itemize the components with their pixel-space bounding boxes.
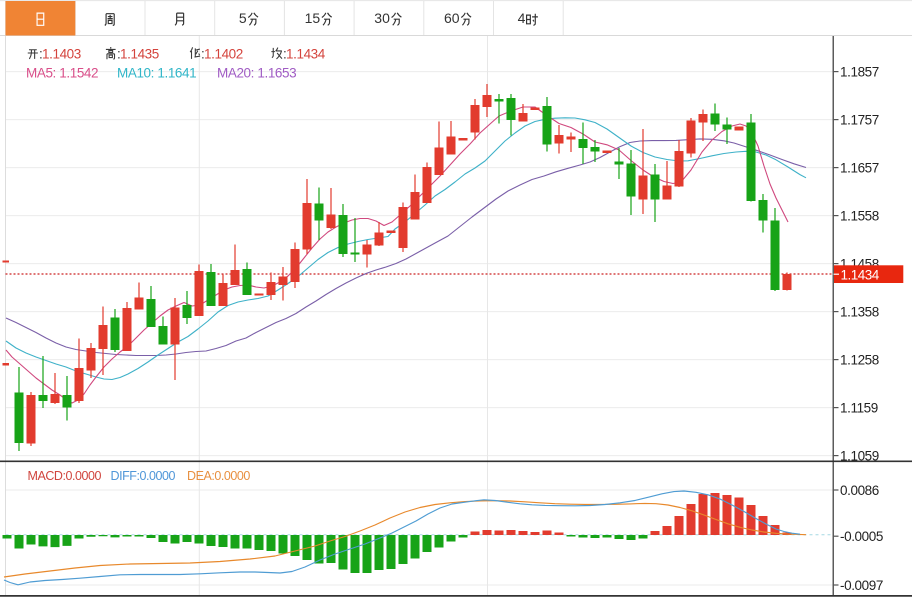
svg-text:1.1358: 1.1358 [840, 304, 879, 319]
svg-text:1.1402: 1.1402 [204, 46, 243, 61]
svg-text:MA10: 1.1641: MA10: 1.1641 [117, 65, 196, 80]
svg-text:4: 4 [518, 10, 526, 26]
svg-text::: : [283, 46, 286, 61]
svg-text:30: 30 [374, 10, 390, 26]
svg-text:MACD:0.0000: MACD:0.0000 [28, 469, 102, 483]
svg-text::: : [39, 46, 42, 61]
svg-text:1.1558: 1.1558 [840, 208, 879, 223]
svg-text:MA20: 1.1653: MA20: 1.1653 [217, 65, 296, 80]
svg-text:DEA:0.0000: DEA:0.0000 [187, 469, 250, 483]
svg-text:1.1657: 1.1657 [840, 160, 879, 175]
svg-text:1.1435: 1.1435 [120, 46, 159, 61]
svg-text:15: 15 [305, 10, 321, 26]
svg-text:1.1857: 1.1857 [840, 64, 879, 79]
svg-text:1.1059: 1.1059 [840, 448, 879, 463]
svg-text:1.1434: 1.1434 [841, 267, 880, 282]
svg-text:-0.0005: -0.0005 [840, 529, 883, 544]
svg-text:1.1258: 1.1258 [840, 352, 879, 367]
svg-text:-0.0097: -0.0097 [840, 578, 883, 593]
svg-text:MA5: 1.1542: MA5: 1.1542 [26, 65, 98, 80]
svg-text:1.1403: 1.1403 [42, 46, 81, 61]
svg-text::: : [201, 46, 204, 61]
svg-text:1.1757: 1.1757 [840, 112, 879, 127]
svg-text:0.0086: 0.0086 [840, 483, 879, 498]
svg-text:1.1434: 1.1434 [286, 46, 326, 61]
svg-text:DIFF:0.0000: DIFF:0.0000 [111, 469, 176, 483]
svg-text:5: 5 [239, 10, 247, 26]
svg-text:1.1159: 1.1159 [840, 400, 878, 415]
svg-text:60: 60 [444, 10, 460, 26]
svg-text::: : [117, 46, 120, 61]
